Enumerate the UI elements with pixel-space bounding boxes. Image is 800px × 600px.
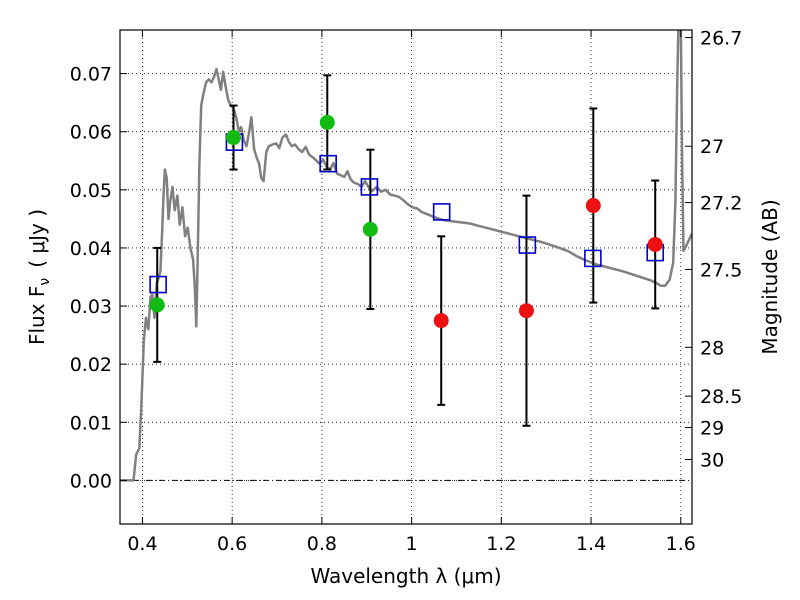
- magnitude-tick-label: 30: [700, 449, 724, 471]
- secondary-y-axis-title: Magnitude (AB): [758, 199, 782, 354]
- y-tick-label: 0.05: [70, 180, 112, 202]
- model-photometry-square: [518, 236, 537, 254]
- x-tick-label: 0.8: [307, 533, 337, 555]
- y-tick-label: 0.00: [70, 470, 112, 492]
- magnitude-tick-label: 28: [700, 337, 724, 359]
- x-tick-label: 1.4: [576, 533, 606, 555]
- magnitude-tick-label: 26.7: [700, 28, 742, 50]
- magnitude-tick-label: 29: [700, 418, 724, 440]
- model-photometry-square: [360, 178, 379, 196]
- y-axis-title: Flux Fν ( μJy ): [25, 209, 53, 345]
- detection-point: [319, 114, 335, 130]
- y-tick-label: 0.06: [70, 122, 112, 144]
- detection-point: [226, 130, 242, 146]
- model-photometry-square: [319, 154, 337, 173]
- nondetection-point: [433, 313, 449, 329]
- x-axis-title: Wavelength λ (μm): [310, 564, 501, 588]
- series-layer: [120, 30, 692, 482]
- magnitude-tick-label: 27: [700, 136, 724, 158]
- y-tick-label: 0.01: [70, 412, 112, 434]
- nondetection-point: [585, 198, 601, 214]
- y-tick-label: 0.04: [70, 238, 112, 260]
- y-tick-label: 0.07: [70, 64, 112, 86]
- magnitude-tick-label: 27.2: [700, 193, 742, 215]
- y-axis-title-unit: ( μJy ): [25, 209, 49, 268]
- x-tick-label: 0.6: [217, 533, 247, 555]
- nondetection-point: [518, 303, 534, 319]
- model-photometry-square: [432, 203, 451, 221]
- magnitude-tick-label: 27.5: [700, 259, 742, 281]
- ticks: 0.4 0.6 0.8 1 1.2 1.4 1.6 0.00 0.01 0.02 0.03 0.04 0…: [70, 28, 743, 555]
- magnitude-tick-label: 28.5: [700, 386, 742, 408]
- detection-point: [362, 221, 378, 237]
- y-tick-label: 0.03: [70, 296, 112, 318]
- grid: [120, 30, 692, 524]
- y-axis-title-main: Flux F: [25, 286, 49, 345]
- y-tick-label: 0.02: [70, 354, 112, 376]
- x-tick-label: 1.2: [486, 533, 516, 555]
- y-axis-title-subscript: ν: [37, 278, 53, 286]
- nondetection-point: [647, 236, 663, 252]
- x-tick-label: 1.6: [666, 533, 696, 555]
- model-sed-line: [120, 30, 692, 482]
- detection-point: [149, 297, 165, 313]
- x-tick-label: 1: [406, 533, 418, 555]
- x-tick-label: 0.4: [127, 533, 157, 555]
- model-photometry-square: [584, 249, 602, 268]
- model-photometry-square: [149, 275, 167, 294]
- plot-frame: [119, 29, 693, 525]
